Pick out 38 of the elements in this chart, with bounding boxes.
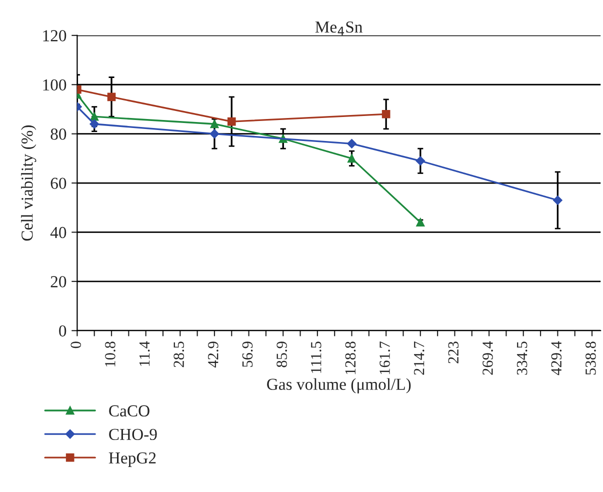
y-tick-label: 120 [43,30,66,42]
y-tick-label: 0 [59,325,66,337]
y-tick-label: 20 [50,276,66,288]
x-tick-label: 56.9 [242,342,253,367]
y-tick-label: 80 [50,128,66,140]
x-tick-label: 334.5 [516,342,528,375]
y-tick-label: 40 [50,226,66,238]
x-tick-label: 10.8 [105,342,116,366]
chart-title: Me$_{4}$Sn [315,21,362,36]
y-tick-label: 100 [43,79,66,91]
y-tick-label: 60 [50,178,66,189]
x-tick-label: 42.9 [208,342,218,368]
x-tick-label: 0 [70,342,82,348]
point [210,129,220,138]
y-axis-title: Cell viability (%) [21,125,36,241]
legend-label: CHO-9 [109,428,157,440]
point [227,117,236,126]
point [347,139,356,148]
x-tick-label: 538.8 [586,342,596,375]
x-tick-label: 28.5 [174,342,184,368]
point [416,218,425,227]
x-tick-label: 128.8 [345,342,356,374]
x-tick-label: 269.4 [482,341,493,375]
x-tick-label: 11.4 [139,341,150,366]
legend-label: HepG2 [108,452,156,467]
x-tick-label: 429.4 [551,341,562,376]
x-tick-label: 223 [448,342,459,364]
x-tick-label: 161.7 [380,341,390,374]
x-tick-label: 111.5 [311,342,322,373]
point [107,92,116,102]
point [382,110,390,118]
point [416,156,426,166]
legend-label: CaCO [109,405,150,416]
point [553,196,562,205]
x-axis-title: Gas volume (μmol/L) [267,378,411,394]
x-tick-label: 214.7 [414,341,424,375]
x-tick-label: 85.9 [276,342,288,368]
point [348,154,356,163]
